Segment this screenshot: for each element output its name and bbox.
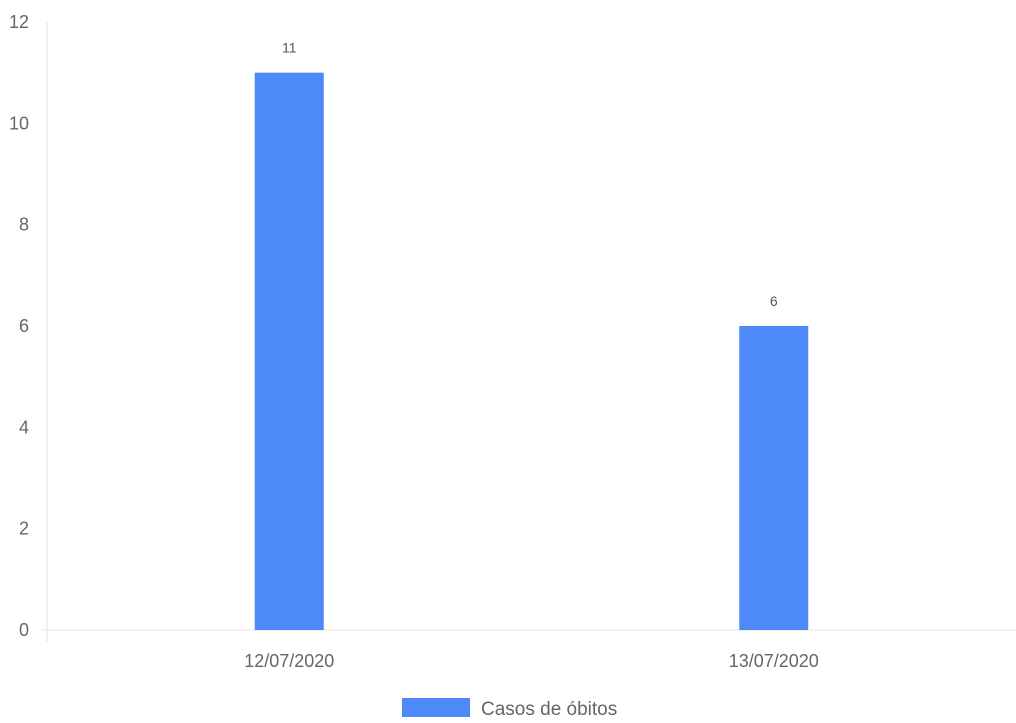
- bar[interactable]: [254, 72, 324, 630]
- y-tick-label: 8: [19, 215, 29, 235]
- legend[interactable]: Casos de óbitos: [402, 698, 617, 720]
- data-labels: 11 6: [282, 40, 778, 309]
- y-tick-label: 4: [19, 417, 29, 437]
- bars: [254, 72, 809, 630]
- y-tick-label: 0: [19, 620, 29, 640]
- y-tick-label: 6: [19, 316, 29, 336]
- bar[interactable]: [739, 326, 809, 630]
- data-label: 6: [770, 293, 778, 309]
- x-tick-label: 13/07/2020: [729, 651, 819, 671]
- y-tick-label: 10: [9, 113, 29, 133]
- y-tick-label: 12: [9, 12, 29, 32]
- legend-label[interactable]: Casos de óbitos: [481, 699, 617, 720]
- data-label: 11: [282, 40, 297, 56]
- legend-swatch[interactable]: [402, 698, 470, 717]
- x-tick-label: 12/07/2020: [244, 651, 334, 671]
- x-axis: 12/07/2020 13/07/2020: [41, 629, 1016, 671]
- y-tick-label: 2: [19, 519, 29, 539]
- y-axis: 0 2 4 6 8 10 12: [9, 12, 48, 642]
